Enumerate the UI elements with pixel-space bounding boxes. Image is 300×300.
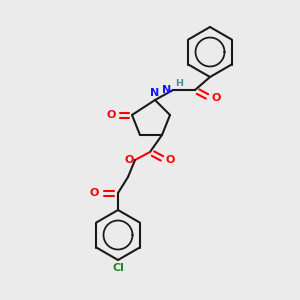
Text: N: N [150, 88, 160, 98]
Text: H: H [175, 79, 183, 88]
Text: O: O [90, 188, 99, 198]
Text: O: O [166, 155, 175, 165]
Text: O: O [124, 155, 134, 165]
Text: N: N [162, 85, 171, 95]
Text: O: O [211, 93, 220, 103]
Text: Cl: Cl [112, 263, 124, 273]
Text: O: O [106, 110, 116, 120]
